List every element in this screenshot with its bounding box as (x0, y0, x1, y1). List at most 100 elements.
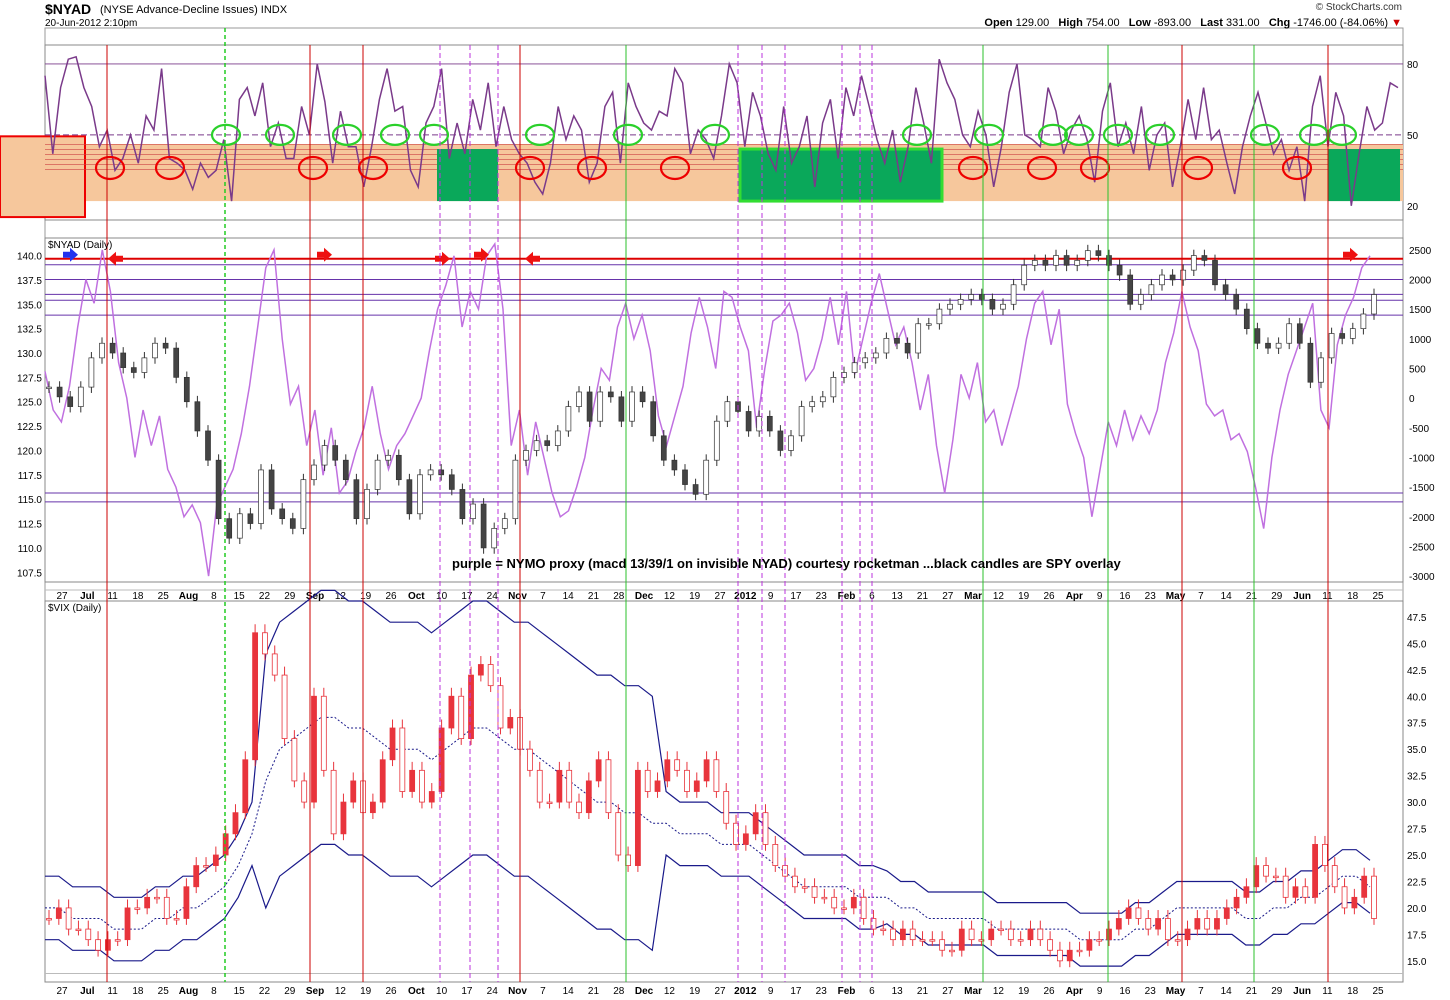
spy-candle (872, 352, 879, 359)
panel-frame (44, 237, 1404, 583)
nyad-right-y-tick: 0 (1409, 394, 1415, 405)
x-tick-label-upper: 19 (360, 591, 372, 602)
x-tick-label-upper: 21 (917, 591, 929, 602)
x-tick-label-lower: Mar (964, 986, 982, 997)
vix-candle (55, 907, 62, 919)
x-tick-label-upper: 28 (613, 591, 625, 602)
vix-candle (487, 664, 494, 687)
spy-candle (894, 338, 900, 344)
spy-candle (1137, 294, 1144, 305)
low-value: -893.00 (1153, 17, 1192, 29)
x-tick-label-lower: 22 (259, 986, 271, 997)
vix-candle (1106, 928, 1112, 941)
spy-candle (46, 386, 52, 389)
x-tick-label-lower: 9 (1097, 986, 1103, 997)
x-tick-label-upper: 27 (714, 591, 726, 602)
spy-candle (1328, 333, 1335, 359)
vix-candle (468, 674, 474, 739)
x-tick-label-lower: 26 (385, 986, 397, 997)
vix-candle (1223, 907, 1230, 919)
spy-candle (1222, 284, 1229, 295)
x-tick-label-lower: 10 (436, 986, 448, 997)
vix-candle (703, 759, 710, 782)
vix-candle (968, 928, 975, 941)
spy-candle (1053, 255, 1059, 266)
spy-candle (607, 391, 614, 398)
low-label: Low (1128, 17, 1151, 29)
spy-candle (703, 459, 710, 495)
vix-candle (193, 865, 200, 888)
nyad-right-y-tick: 500 (1409, 364, 1426, 375)
spy-candle (406, 479, 413, 515)
vix-candle (546, 801, 553, 804)
x-tick-label-upper: 10 (436, 591, 448, 602)
vix-candle (104, 939, 111, 951)
spy-candle (321, 445, 328, 466)
x-tick-label-lower: Apr (1066, 986, 1083, 997)
spy-candle (989, 299, 996, 310)
spy-candle (491, 528, 498, 549)
vix-y-tick: 30.0 (1407, 798, 1427, 809)
spy-left-y-tick: 140.0 (17, 252, 42, 263)
spy-candle (1000, 303, 1006, 310)
nyad-right-y-tick: -3000 (1409, 572, 1435, 583)
vix-candle (409, 769, 416, 792)
green-circle-marker (1037, 123, 1069, 146)
highlight-box (437, 149, 498, 202)
nyad-right-y-tick: 1000 (1409, 335, 1432, 346)
vix-candle (1194, 918, 1201, 930)
vix-candle (271, 653, 278, 676)
vix-candle (615, 812, 622, 856)
vix-candle (674, 759, 681, 771)
x-tick-label-upper: 16 (1119, 591, 1131, 602)
vix-candle (1037, 928, 1044, 941)
spy-candle (1106, 255, 1112, 266)
spy-candle (300, 479, 307, 529)
x-tick-label-lower: 12 (993, 986, 1005, 997)
vix-candle (1322, 844, 1328, 866)
spy-candle (904, 342, 911, 354)
vix-y-tick: 20.0 (1407, 904, 1427, 915)
spy-candle (533, 440, 540, 451)
vix-candle (1272, 875, 1279, 879)
x-tick-label-upper: Mar (964, 591, 982, 602)
spy-candle (1148, 284, 1155, 295)
spy-candle (597, 391, 604, 422)
spy-candle (427, 469, 434, 476)
spy-candle (183, 377, 190, 403)
osc-y-tick: 50 (1407, 131, 1419, 142)
x-tick-label-upper: 24 (487, 591, 499, 602)
spy-candle (862, 357, 869, 364)
x-tick-label-lower: 12 (664, 986, 676, 997)
spy-candle (215, 459, 222, 520)
vix-candle (605, 759, 612, 814)
green-circle-marker (901, 123, 933, 146)
symbol-description: (NYSE Advance-Decline Issues) INDX (100, 4, 288, 16)
signal-arrow (474, 247, 489, 262)
red-circle-marker (94, 155, 126, 181)
spy-candle (141, 357, 148, 373)
bollinger-lower (45, 843, 1371, 967)
spy-candle (194, 401, 201, 432)
x-tick-label-lower: 15 (234, 986, 246, 997)
vix-candle (458, 695, 465, 739)
vix-y-tick: 27.5 (1407, 825, 1427, 836)
vix-candle (262, 632, 268, 655)
x-tick-label-lower: 19 (689, 986, 701, 997)
spy-candle (1360, 313, 1367, 329)
x-tick-label-upper: May (1166, 591, 1186, 602)
x-tick-label-upper: 26 (1043, 591, 1055, 602)
x-tick-label-upper: 23 (816, 591, 828, 602)
spy-candle (1021, 264, 1028, 286)
x-tick-label-lower: 21 (917, 986, 929, 997)
vix-candle (144, 896, 151, 909)
vix-candle (379, 759, 386, 803)
x-tick-label-upper: 17 (790, 591, 802, 602)
vix-candle (664, 759, 671, 782)
x-tick-label-lower: 17 (790, 986, 802, 997)
spy-candle (745, 411, 752, 432)
green-circle-marker (264, 123, 296, 146)
signal-arrow (63, 247, 78, 262)
spy-candle (1286, 323, 1293, 344)
